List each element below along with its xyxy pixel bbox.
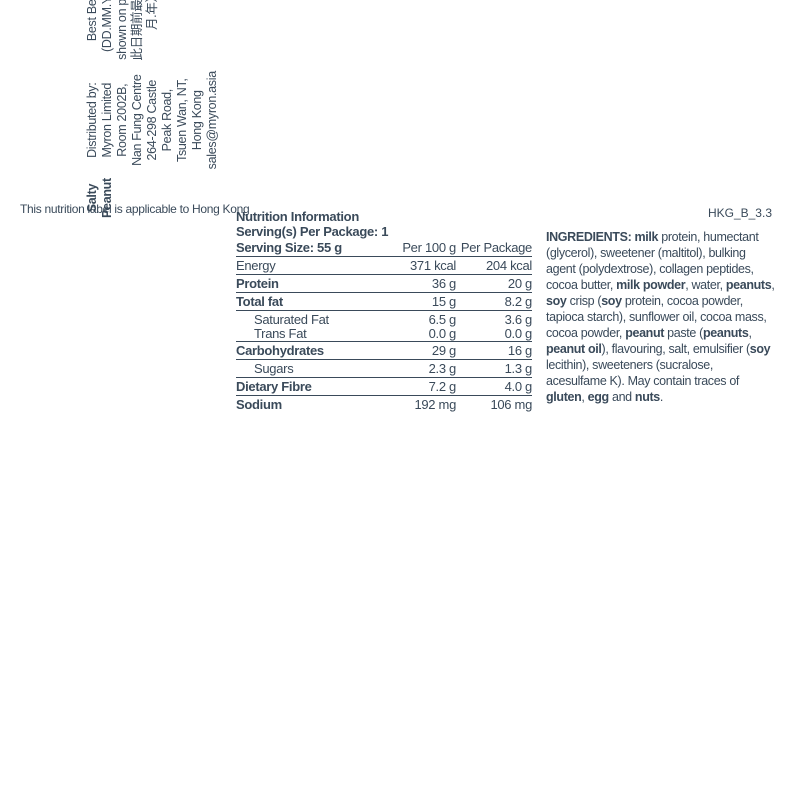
ingredients-body: milk protein, humectant (glycerol), swee… [546,230,774,404]
row-fibre: Dietary Fibre 7.2 g 4.0 g [236,378,532,396]
protein-per-package: 20 g [456,276,532,291]
row-sat-fat: Saturated Fat 6.5 g 3.6 g [236,313,532,327]
carbs-per-100g: 29 g [380,343,456,358]
distributor-line-1: Distributed by: Myron Limited Room 2002B… [85,70,130,170]
sat-fat-per-package: 3.6 g [456,313,532,327]
label-code: HKG_B_3.3 [708,206,772,220]
sugars-per-100g: 2.3 g [380,361,456,376]
best-before-en: Best Before (DD.MM.YY) as shown on packa… [85,0,130,62]
label-trans-fat: Trans Fat [236,327,380,341]
trans-fat-per-package: 0.0 g [456,327,532,341]
nutrition-panel: Nutrition Information Serving(s) Per Pac… [236,210,532,413]
distributor-column: Best Before (DD.MM.YY) as shown on packa… [85,0,220,218]
row-sodium: Sodium 192 mg 106 mg [236,396,532,413]
label-sugars: Sugars [236,361,380,376]
ingredients-lead: INGREDIENTS: [546,230,631,244]
col-per-100g: Per 100 g [380,240,456,255]
distributor-line-3: Tsuen Wan, NT, Hong Kong [175,70,205,170]
product-name: Salty Peanut [85,178,115,218]
sugars-per-package: 1.3 g [456,361,532,376]
row-sugars: Sugars 2.3 g 1.3 g [236,360,532,378]
servings-per-package: Serving(s) Per Package: 1 [236,225,532,240]
serving-size: Serving Size: 55 g [236,240,380,255]
row-protein: Protein 36 g 20 g [236,275,532,293]
label-protein: Protein [236,276,380,291]
label-sodium: Sodium [236,397,380,412]
total-fat-per-100g: 15 g [380,294,456,309]
fibre-per-package: 4.0 g [456,379,532,394]
label-energy: Energy [236,258,380,273]
label-fibre: Dietary Fibre [236,379,380,394]
ingredients-block: INGREDIENTS: milk protein, humectant (gl… [546,229,776,405]
sodium-per-100g: 192 mg [380,397,456,412]
fibre-per-100g: 7.2 g [380,379,456,394]
row-total-fat: Total fat 15 g 8.2 g [236,293,532,311]
label-total-fat: Total fat [236,294,380,309]
label-sat-fat: Saturated Fat [236,313,380,327]
total-fat-per-package: 8.2 g [456,294,532,309]
protein-per-100g: 36 g [380,276,456,291]
row-energy: Energy 371 kcal 204 kcal [236,257,532,275]
energy-per-package: 204 kcal [456,258,532,273]
carbs-per-package: 16 g [456,343,532,358]
row-trans-fat: Trans Fat 0.0 g 0.0 g [236,327,532,341]
distributor-line-2: Nan Fung Centre 264-298 Castle Peak Road… [130,70,175,170]
fat-subgroup: Saturated Fat 6.5 g 3.6 g Trans Fat 0.0 … [236,311,532,342]
energy-per-100g: 371 kcal [380,258,456,273]
sodium-per-package: 106 mg [456,397,532,412]
best-before-zh: 此日期前最佳（日.月.年） [130,0,160,62]
col-per-package: Per Package [456,240,532,255]
row-carbohydrates: Carbohydrates 29 g 16 g [236,342,532,360]
distributor-email: sales@myron.asia [205,70,220,170]
sat-fat-per-100g: 6.5 g [380,313,456,327]
label-carbs: Carbohydrates [236,343,380,358]
trans-fat-per-100g: 0.0 g [380,327,456,341]
nutrition-title: Nutrition Information [236,210,532,225]
